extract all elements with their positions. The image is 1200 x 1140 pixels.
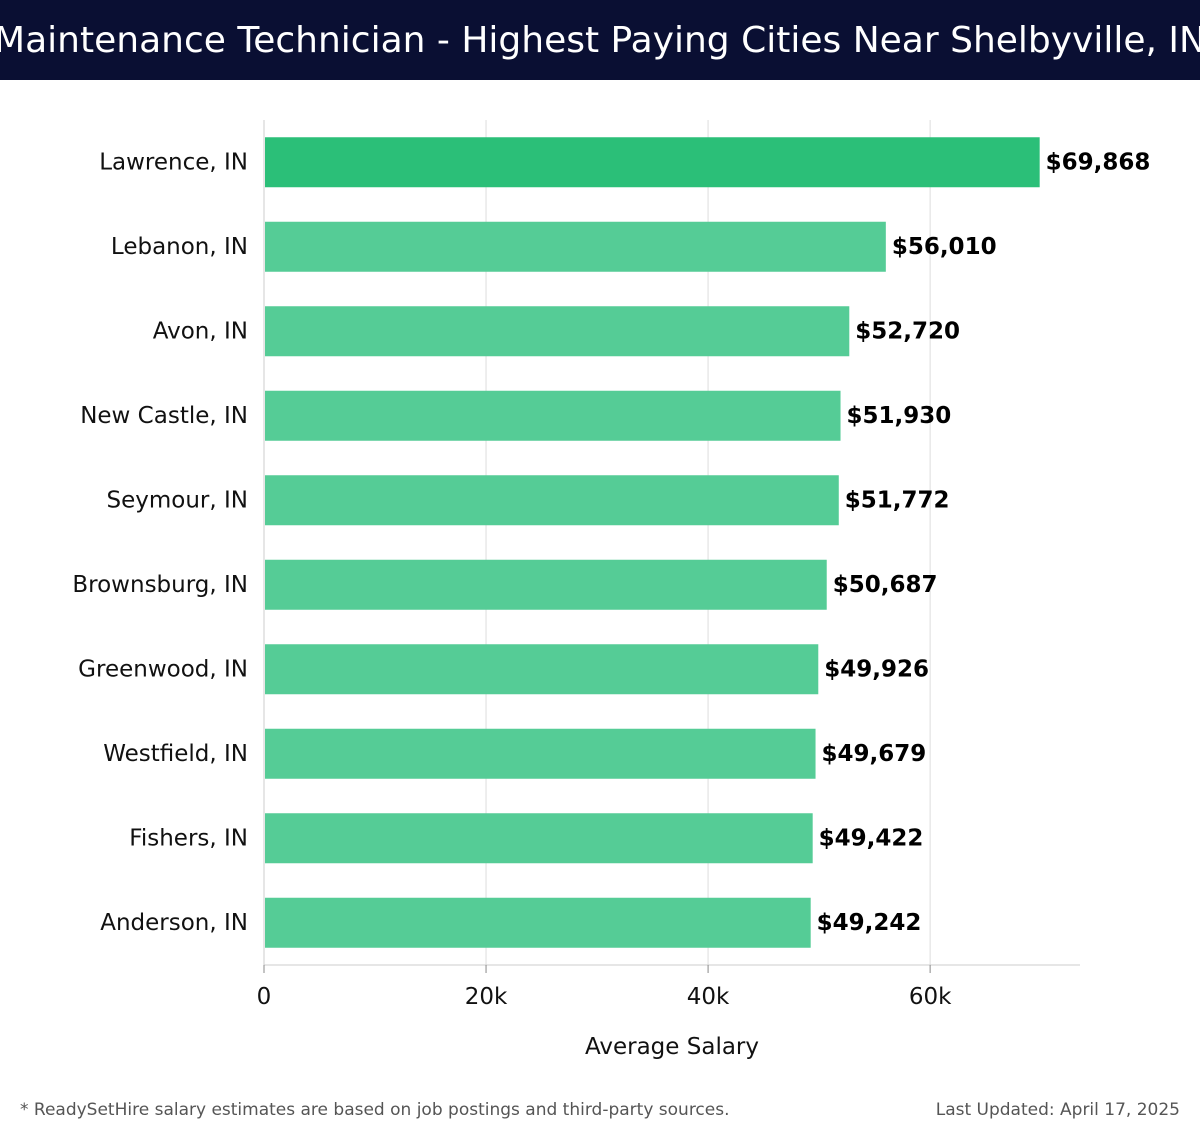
value-label: $49,926 (824, 656, 929, 682)
label-layer: Lawrence, IN $69,868 Lebanon, IN $56,010 Avo… (72, 149, 1150, 936)
last-updated: Last Updated: April 17, 2025 (935, 1100, 1180, 1120)
value-label: $50,687 (833, 572, 938, 598)
bar (265, 306, 850, 357)
bar (265, 644, 819, 695)
value-label: $49,242 (817, 910, 922, 936)
category-label: Greenwood, IN (78, 656, 248, 682)
x-axis-title: Average Salary (585, 1034, 759, 1060)
title-bar: Maintenance Technician - Highest Paying … (0, 0, 1200, 80)
bar-layer (265, 137, 1040, 948)
value-label: $49,422 (819, 825, 924, 851)
value-label: $51,930 (847, 403, 952, 429)
value-label: $69,868 (1046, 149, 1151, 175)
category-label: Brownsburg, IN (72, 572, 248, 598)
footer-note: * ReadySetHire salary estimates are base… (20, 1100, 730, 1120)
x-tick-label: 0 (257, 984, 272, 1010)
bar (265, 137, 1040, 188)
category-label: Seymour, IN (107, 487, 248, 513)
bar (265, 390, 841, 441)
category-label: Lebanon, IN (111, 234, 248, 260)
chart-title: Maintenance Technician - Highest Paying … (0, 19, 1200, 61)
salary-bar-chart: Lawrence, IN $69,868 Lebanon, IN $56,010 Avo… (72, 120, 1150, 1060)
x-tick-label: 20k (465, 984, 508, 1010)
category-label: New Castle, IN (80, 403, 248, 429)
value-label: $49,679 (822, 741, 927, 767)
category-label: Anderson, IN (100, 910, 248, 936)
x-tick-label: 60k (909, 984, 952, 1010)
value-label: $51,772 (845, 487, 950, 513)
category-label: Lawrence, IN (99, 149, 248, 175)
bar (265, 728, 816, 779)
bar (265, 897, 811, 948)
x-tick-label: 40k (687, 984, 730, 1010)
value-label: $56,010 (892, 234, 997, 260)
bar (265, 813, 813, 864)
bar (265, 475, 839, 526)
category-label: Westfield, IN (103, 741, 248, 767)
category-label: Avon, IN (153, 318, 248, 344)
value-label: $52,720 (855, 318, 960, 344)
bar (265, 221, 886, 272)
category-label: Fishers, IN (129, 825, 248, 851)
bar (265, 559, 827, 610)
axis-layer: 0 20k 40k 60k Average Salary (257, 120, 1080, 1060)
